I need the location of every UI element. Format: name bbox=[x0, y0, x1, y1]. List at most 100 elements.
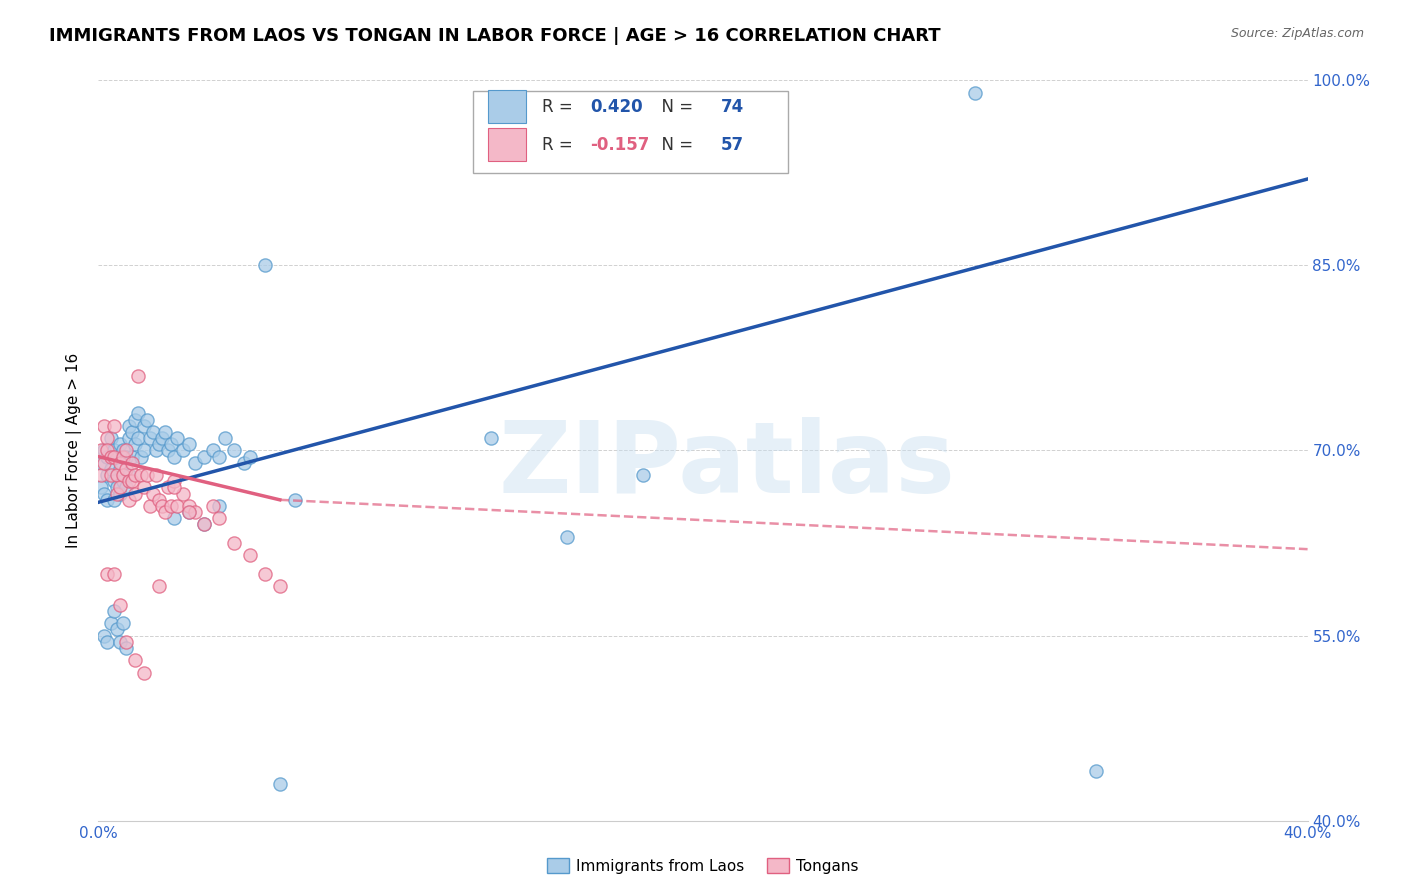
Point bbox=[163, 475, 186, 489]
Point bbox=[184, 505, 207, 519]
Point bbox=[127, 431, 149, 445]
Point bbox=[96, 566, 118, 581]
Point bbox=[93, 456, 115, 470]
Point bbox=[179, 437, 201, 451]
Text: ZIPatlas: ZIPatlas bbox=[499, 417, 956, 514]
Point bbox=[1085, 764, 1108, 779]
Point bbox=[105, 468, 128, 483]
Point bbox=[172, 486, 194, 500]
Point bbox=[166, 499, 188, 513]
Point bbox=[132, 480, 155, 494]
Point bbox=[193, 450, 215, 464]
Point bbox=[114, 480, 136, 494]
Point bbox=[100, 450, 122, 464]
Point bbox=[129, 468, 152, 483]
Point bbox=[118, 431, 141, 445]
Point bbox=[132, 665, 155, 680]
Point bbox=[142, 486, 165, 500]
Point bbox=[118, 468, 141, 483]
Point bbox=[132, 418, 155, 433]
Point bbox=[111, 450, 134, 464]
Point bbox=[631, 468, 654, 483]
Point bbox=[118, 475, 141, 489]
Point bbox=[96, 431, 118, 445]
Point bbox=[127, 407, 149, 421]
Point bbox=[103, 450, 125, 464]
Text: IMMIGRANTS FROM LAOS VS TONGAN IN LABOR FORCE | AGE > 16 CORRELATION CHART: IMMIGRANTS FROM LAOS VS TONGAN IN LABOR … bbox=[49, 27, 941, 45]
Text: R =: R = bbox=[543, 98, 578, 116]
Point bbox=[148, 437, 170, 451]
Point bbox=[150, 499, 173, 513]
Point bbox=[111, 616, 134, 631]
Point bbox=[121, 456, 143, 470]
Point bbox=[93, 418, 115, 433]
Point bbox=[111, 468, 134, 483]
Point bbox=[179, 505, 201, 519]
Point bbox=[163, 511, 186, 525]
Point bbox=[156, 480, 179, 494]
Point bbox=[160, 499, 183, 513]
Point bbox=[148, 492, 170, 507]
Point bbox=[103, 418, 125, 433]
Point bbox=[160, 437, 183, 451]
Point bbox=[148, 579, 170, 593]
Point bbox=[269, 579, 291, 593]
Point bbox=[121, 450, 143, 464]
Point bbox=[135, 468, 157, 483]
Point bbox=[232, 456, 254, 470]
Point bbox=[163, 480, 186, 494]
Text: N =: N = bbox=[651, 136, 699, 154]
Point bbox=[124, 412, 146, 426]
Point bbox=[145, 468, 167, 483]
Point bbox=[224, 443, 246, 458]
Point bbox=[93, 628, 115, 642]
Point bbox=[166, 431, 188, 445]
Text: -0.157: -0.157 bbox=[591, 136, 650, 154]
Point bbox=[103, 566, 125, 581]
Point bbox=[114, 462, 136, 476]
Point bbox=[105, 480, 128, 494]
Point bbox=[108, 480, 131, 494]
Point bbox=[253, 566, 276, 581]
Point bbox=[142, 425, 165, 439]
FancyBboxPatch shape bbox=[474, 91, 787, 173]
Point bbox=[103, 604, 125, 618]
Text: 74: 74 bbox=[721, 98, 744, 116]
Point bbox=[555, 530, 578, 544]
Text: 0.420: 0.420 bbox=[591, 98, 643, 116]
Point bbox=[135, 412, 157, 426]
Point bbox=[139, 499, 162, 513]
Text: N =: N = bbox=[651, 98, 699, 116]
Text: 57: 57 bbox=[721, 136, 744, 154]
Point bbox=[121, 475, 143, 489]
Point bbox=[208, 499, 231, 513]
Point bbox=[111, 443, 134, 458]
Point bbox=[132, 443, 155, 458]
Point bbox=[153, 425, 176, 439]
Point bbox=[105, 623, 128, 637]
Point bbox=[127, 369, 149, 384]
Point bbox=[96, 492, 118, 507]
Point bbox=[239, 450, 262, 464]
Point bbox=[114, 443, 136, 458]
Point bbox=[156, 443, 179, 458]
Point bbox=[108, 634, 131, 648]
Point bbox=[145, 443, 167, 458]
Point bbox=[179, 499, 201, 513]
Point bbox=[153, 505, 176, 519]
Point bbox=[202, 443, 225, 458]
Legend: Immigrants from Laos, Tongans: Immigrants from Laos, Tongans bbox=[541, 852, 865, 880]
Point bbox=[114, 450, 136, 464]
Point bbox=[103, 492, 125, 507]
Point bbox=[108, 437, 131, 451]
Point bbox=[93, 443, 115, 458]
Point bbox=[208, 511, 231, 525]
Point bbox=[103, 475, 125, 489]
Point bbox=[202, 499, 225, 513]
Point bbox=[284, 492, 307, 507]
Point bbox=[111, 475, 134, 489]
Point bbox=[193, 517, 215, 532]
Point bbox=[103, 443, 125, 458]
Point bbox=[253, 259, 276, 273]
Point bbox=[118, 492, 141, 507]
